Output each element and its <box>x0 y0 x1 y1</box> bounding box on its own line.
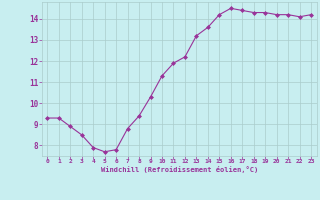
X-axis label: Windchill (Refroidissement éolien,°C): Windchill (Refroidissement éolien,°C) <box>100 166 258 173</box>
